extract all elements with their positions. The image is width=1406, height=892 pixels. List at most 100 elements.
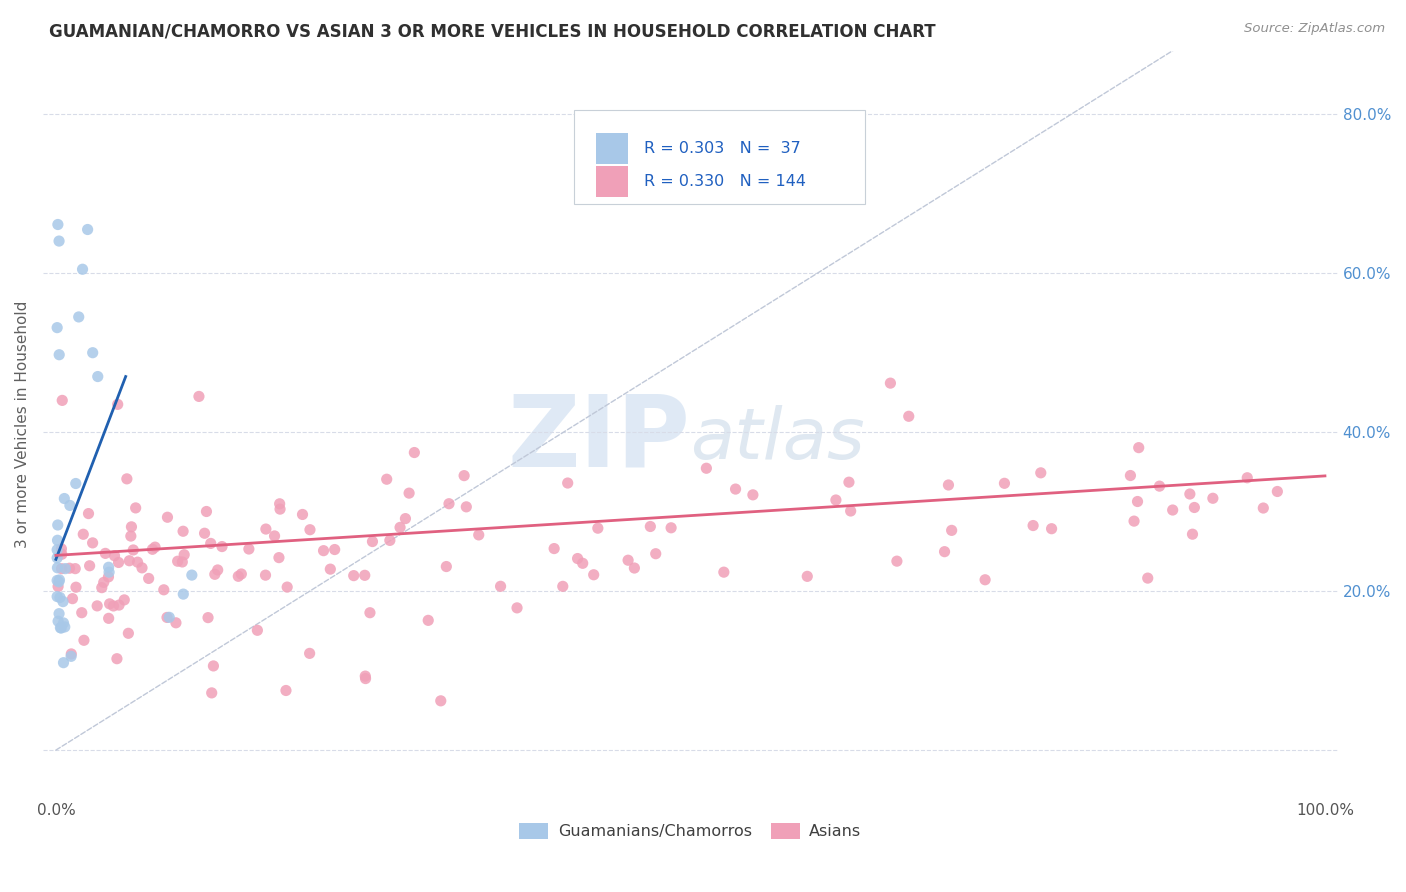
Point (48, 574, 70, 589)
Point (157, 610, 180, 624)
Point (93, 575, 115, 590)
Point (97, 570, 120, 584)
Point (796, 569, 818, 583)
Text: Source: ZipAtlas.com: Source: ZipAtlas.com (1244, 22, 1385, 36)
Point (724, 482, 747, 496)
Point (207, 563, 229, 577)
Point (97, 611, 120, 625)
Point (107, 556, 129, 570)
Point (46, 590, 69, 604)
Point (59, 499, 82, 513)
Point (434, 559, 457, 574)
Point (72, 527, 94, 541)
Point (124, 500, 146, 515)
Point (48, 573, 70, 587)
Point (713, 565, 735, 579)
Point (586, 521, 609, 535)
Point (323, 542, 346, 557)
Point (354, 669, 377, 683)
Point (231, 566, 253, 581)
Point (65, 476, 87, 491)
Point (202, 659, 225, 673)
Point (49, 591, 72, 605)
Point (298, 523, 321, 537)
Point (120, 520, 142, 534)
Point (166, 554, 188, 568)
Point (623, 561, 645, 575)
Point (567, 551, 589, 566)
Point (79, 558, 101, 573)
Point (70, 606, 93, 620)
Point (695, 461, 717, 475)
Point (204, 567, 226, 582)
Point (97, 560, 120, 574)
Point (187, 389, 209, 403)
Point (46, 580, 69, 594)
Point (73, 633, 96, 648)
Point (274, 683, 297, 698)
Point (211, 540, 233, 554)
Point (269, 502, 291, 516)
Point (839, 504, 862, 518)
Point (254, 568, 277, 582)
Point (1181, 527, 1204, 541)
Point (489, 579, 512, 593)
Point (897, 409, 920, 424)
Point (90, 581, 112, 595)
Point (48, 607, 70, 621)
Point (51, 621, 73, 635)
Point (1182, 500, 1205, 515)
Point (353, 568, 375, 582)
Point (141, 542, 163, 557)
Point (197, 610, 219, 624)
Point (82, 345, 104, 359)
Point (46, 518, 69, 533)
Point (165, 615, 187, 630)
Point (659, 521, 682, 535)
Point (52, 594, 75, 608)
Point (53, 620, 76, 634)
Point (115, 472, 138, 486)
Text: R = 0.303   N =  37: R = 0.303 N = 37 (644, 141, 800, 156)
Point (52, 656, 75, 670)
Point (51, 393, 73, 408)
Point (291, 508, 314, 522)
Point (173, 548, 195, 562)
Point (156, 510, 179, 524)
Point (201, 686, 224, 700)
Point (107, 397, 129, 411)
FancyBboxPatch shape (574, 111, 865, 204)
Point (51, 562, 73, 576)
Point (118, 554, 141, 568)
Point (398, 486, 420, 500)
Point (394, 511, 416, 525)
Point (1123, 514, 1146, 528)
Point (46, 614, 69, 628)
Point (263, 529, 285, 543)
Point (117, 626, 139, 640)
Text: R = 0.330   N = 144: R = 0.330 N = 144 (644, 174, 806, 189)
Point (60, 647, 83, 661)
Point (122, 543, 145, 558)
Point (238, 541, 260, 556)
Point (103, 599, 125, 613)
Point (46, 550, 69, 565)
Point (52, 615, 75, 630)
Point (226, 569, 249, 583)
Point (934, 544, 956, 558)
Point (582, 567, 605, 582)
Point (194, 526, 217, 541)
Point (354, 672, 377, 686)
Text: atlas: atlas (690, 405, 865, 474)
Point (1119, 468, 1142, 483)
Point (1178, 487, 1201, 501)
Point (46, 561, 69, 575)
Point (46, 574, 69, 588)
FancyBboxPatch shape (596, 133, 628, 164)
Point (108, 598, 131, 612)
Point (941, 524, 963, 538)
Point (551, 579, 574, 593)
Point (1202, 491, 1225, 506)
Point (1040, 522, 1063, 536)
Point (319, 562, 342, 576)
